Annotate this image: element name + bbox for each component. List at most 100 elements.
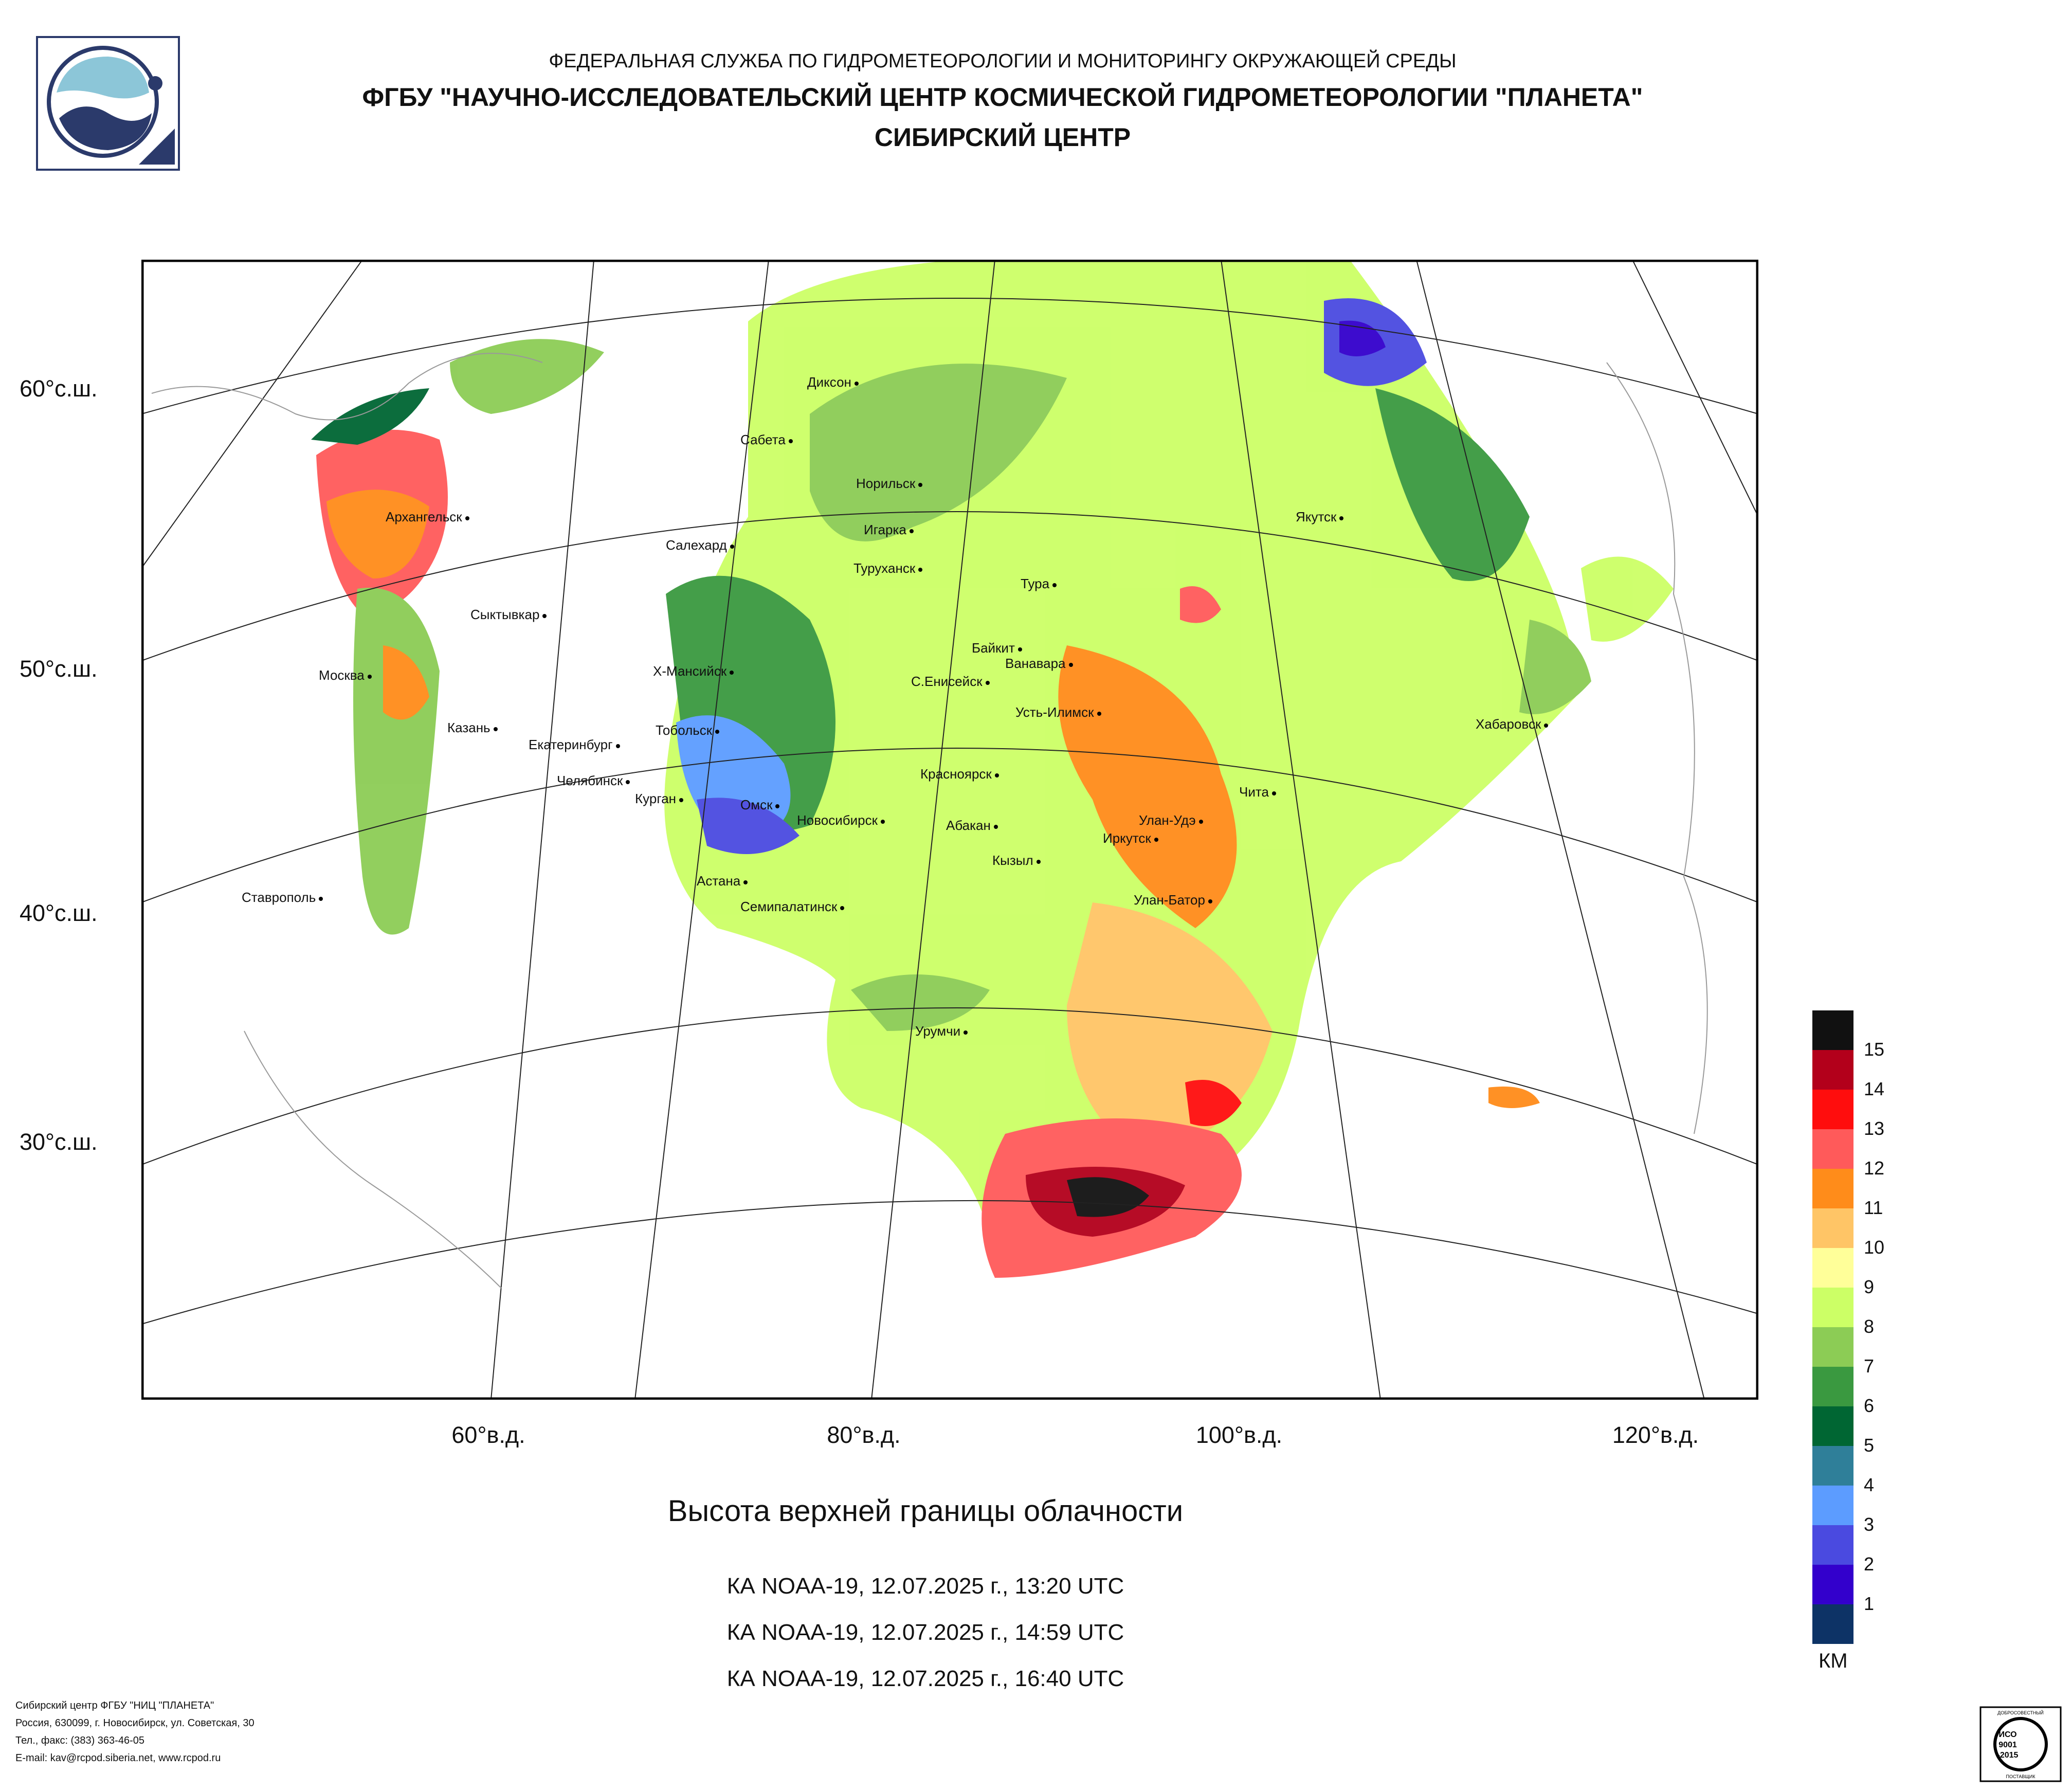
legend-swatch-4 (1812, 1446, 1853, 1486)
city-marker (1339, 516, 1343, 520)
lat-label-30: 30°с.ш. (20, 1129, 98, 1155)
legend-label: 15 (1864, 1039, 1885, 1060)
city-marker (1097, 712, 1101, 716)
city-marker (368, 675, 372, 679)
legend-swatch-7 (1812, 1327, 1853, 1367)
footer-line: Тел., факс: (383) 363-46-05 (15, 1735, 144, 1746)
city-marker (1199, 820, 1203, 824)
city-label: Красноярск (920, 766, 992, 782)
iso-top-text: ДОБРОСОВЕСТНЫЙ (1997, 1710, 2044, 1715)
legend-label: 6 (1864, 1395, 1875, 1416)
legend-swatch-15 (1812, 1010, 1853, 1050)
legend-swatch-14 (1812, 1050, 1853, 1090)
iso-year: -2015 (1997, 1751, 2019, 1760)
legend-label: 14 (1864, 1078, 1885, 1099)
city-label: Новосибирск (797, 812, 878, 828)
map-canvas (141, 260, 1758, 1400)
legend-swatch-8 (1812, 1288, 1853, 1327)
city-label: Абакан (946, 818, 991, 833)
legend-swatch-2 (1812, 1525, 1853, 1565)
city-marker (494, 727, 498, 731)
lat-label-60: 60°с.ш. (20, 375, 98, 402)
legend-swatch-9 (1812, 1248, 1853, 1288)
legend-swatch-0 (1812, 1604, 1853, 1644)
city-marker (986, 681, 990, 685)
city-label: Кызыл (992, 853, 1033, 868)
lon-label-100: 100°в.д. (1195, 1422, 1283, 1448)
iso-bottom-text: ПОСТАВЩИК (2006, 1774, 2035, 1779)
legend-swatch-12 (1812, 1129, 1853, 1169)
city-marker (616, 744, 620, 748)
city-marker (994, 825, 998, 829)
city-marker (910, 529, 914, 533)
city-label: Х-Мансийск (653, 663, 727, 679)
legend-unit: КМ (1819, 1650, 1848, 1672)
iso-9001-badge: ДОБРОСОВЕСТНЫЙ ИСО 9001 -2015 ПОСТАВЩИК (1979, 1706, 2062, 1782)
city-label: Екатеринбург (529, 737, 613, 752)
city-label: Норильск (856, 476, 916, 491)
cloud-field (311, 260, 1674, 1278)
contact-info: Сибирский центр ФГБУ "НИЦ "ПЛАНЕТА" Росс… (15, 1697, 255, 1767)
city-marker (319, 897, 323, 901)
city-label: Чита (1239, 784, 1269, 800)
legend-label: 2 (1864, 1553, 1875, 1575)
city-marker (1037, 860, 1041, 864)
planeta-logo (36, 36, 180, 171)
lon-label-120: 120°в.д. (1612, 1422, 1699, 1448)
city-label: С.Енисейск (911, 674, 983, 689)
lat-label-50: 50°с.ш. (20, 656, 98, 682)
city-label: Усть-Илимск (1015, 704, 1094, 720)
legend-label: 9 (1864, 1276, 1875, 1297)
legend-label: 8 (1864, 1316, 1875, 1337)
city-marker (715, 730, 719, 734)
city-marker (1069, 663, 1073, 667)
city-label: Хабаровск (1476, 716, 1541, 732)
city-label: Тобольск (656, 722, 713, 738)
city-marker (730, 671, 734, 675)
city-label: Астана (697, 873, 741, 889)
city-marker (1272, 791, 1276, 795)
legend-swatch-1 (1812, 1565, 1853, 1604)
city-marker (918, 568, 922, 572)
city-marker (1544, 723, 1548, 728)
city-marker (1018, 647, 1022, 652)
city-marker (626, 780, 630, 784)
cloud-top-map (141, 260, 1758, 1400)
lat-label-40: 40°с.ш. (20, 900, 98, 926)
satellite-pass-3: КА NOAA-19, 12.07.2025 г., 16:40 UTC (726, 1666, 1124, 1691)
city-label: Ванавара (1005, 656, 1066, 671)
city-label: Игарка (864, 522, 906, 537)
legend-swatch-3 (1812, 1486, 1853, 1525)
city-marker (542, 614, 547, 618)
legend-swatch-13 (1812, 1090, 1853, 1129)
city-label: Улан-Батор (1134, 892, 1205, 908)
city-marker (679, 798, 683, 802)
city-marker (1154, 838, 1158, 842)
city-label: Сыктывкар (470, 607, 540, 622)
city-label: Казань (447, 720, 490, 735)
city-label: Туруханск (853, 560, 916, 576)
city-marker (730, 545, 734, 549)
footer-line: Сибирский центр ФГБУ "НИЦ "ПЛАНЕТА" (15, 1700, 214, 1711)
city-label: Иркутск (1103, 830, 1151, 846)
city-label: Байкит (972, 640, 1015, 656)
city-marker (789, 439, 793, 443)
lon-label-80: 80°в.д. (827, 1422, 901, 1448)
city-marker (964, 1030, 968, 1035)
legend-label: 13 (1864, 1118, 1885, 1139)
city-label: Якутск (1296, 509, 1337, 524)
legend-label: 1 (1864, 1593, 1875, 1614)
legend-label: 5 (1864, 1435, 1875, 1456)
satellite-pass-1: КА NOAA-19, 12.07.2025 г., 13:20 UTC (726, 1573, 1124, 1599)
city-label: Москва (319, 667, 365, 683)
city-label: Омск (740, 797, 773, 812)
city-label: Тура (1021, 576, 1050, 591)
legend-label: 4 (1864, 1474, 1875, 1495)
legend-swatch-11 (1812, 1169, 1853, 1208)
city-label: Семипалатинск (740, 899, 838, 914)
city-marker (743, 880, 748, 884)
coastlines (151, 353, 1708, 1289)
legend-label: 10 (1864, 1237, 1885, 1258)
footer-email-line: E-mail: kav@rcpod.siberia.net, www.rcpod… (15, 1752, 221, 1764)
city-label: Челябинск (557, 773, 623, 788)
